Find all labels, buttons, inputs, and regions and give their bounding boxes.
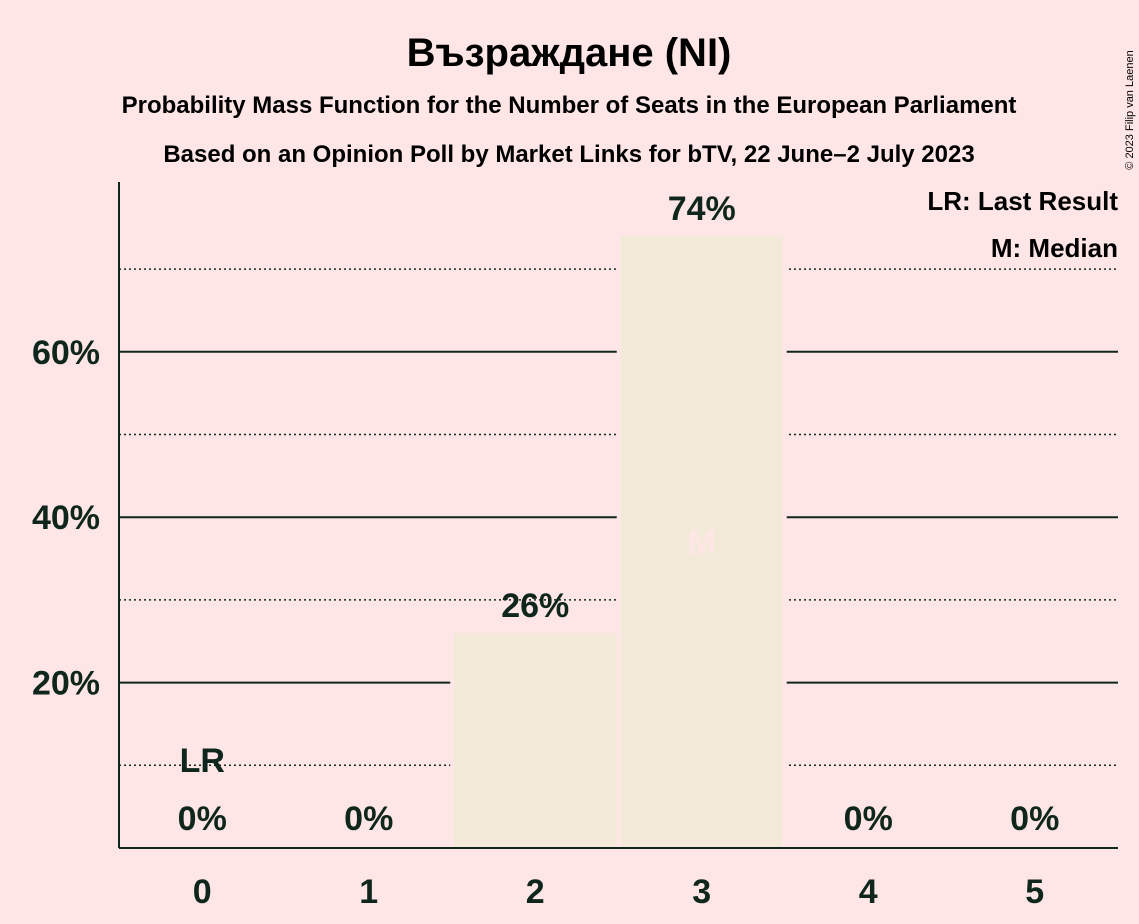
chart-subtitle-1: Probability Mass Function for the Number… bbox=[122, 92, 1017, 119]
x-tick-label: 1 bbox=[359, 873, 378, 911]
chart-title: Възраждане (NI) bbox=[407, 31, 732, 75]
gridlines bbox=[119, 268, 1118, 767]
data-label-2: 26% bbox=[501, 587, 569, 625]
x-tick-label: 0 bbox=[193, 873, 212, 911]
copyright-text: © 2023 Filip van Laenen bbox=[1124, 50, 1136, 169]
median-marker: M bbox=[688, 524, 716, 562]
bar-2 bbox=[454, 632, 617, 848]
x-tick-label: 5 bbox=[1025, 873, 1044, 911]
data-label-3: 74% bbox=[668, 190, 736, 228]
chart-subtitle-2: Based on an Opinion Poll by Market Links… bbox=[163, 141, 974, 168]
y-tick-label: 20% bbox=[32, 665, 100, 703]
last-result-marker: LR bbox=[180, 742, 225, 780]
data-label-4: 0% bbox=[844, 800, 893, 838]
y-tick-label: 40% bbox=[32, 499, 100, 537]
x-tick-label: 2 bbox=[526, 873, 545, 911]
bar-3 bbox=[620, 236, 783, 848]
y-tick-label: 60% bbox=[32, 334, 100, 372]
legend-last-result: LR: Last Result bbox=[927, 186, 1118, 216]
bars bbox=[450, 236, 787, 848]
x-tick-label: 4 bbox=[859, 873, 878, 911]
axes: 20% 40% 60% 0 1 2 3 4 5 bbox=[32, 182, 1118, 911]
data-labels: 0% 0% 26% 74% 0% 0% LR M bbox=[178, 190, 1060, 838]
data-label-0: 0% bbox=[178, 800, 227, 838]
legend-median: M: Median bbox=[991, 233, 1118, 263]
data-label-1: 0% bbox=[344, 800, 393, 838]
data-label-5: 0% bbox=[1010, 800, 1059, 838]
x-tick-label: 3 bbox=[692, 873, 711, 911]
